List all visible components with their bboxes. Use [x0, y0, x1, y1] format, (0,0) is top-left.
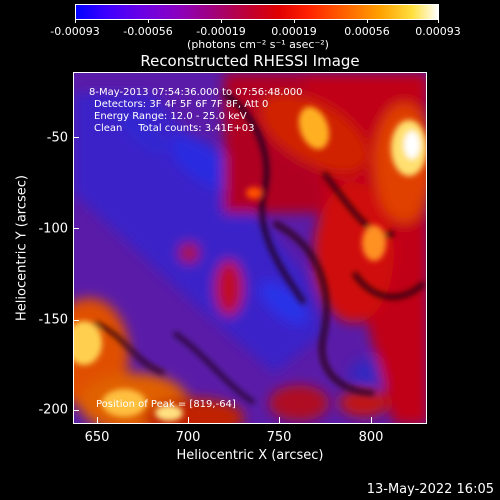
- colorbar-tick: [294, 19, 295, 23]
- x-tick-label: 650: [84, 430, 110, 445]
- x-tick-mark: [279, 417, 280, 423]
- colorbar-tick-label: -0.00093: [50, 25, 100, 38]
- annotation-peak-position: Position of Peak = [819,-64]: [96, 399, 236, 410]
- y-tick-label: -150: [38, 312, 68, 328]
- annotation-detectors: Detectors: 3F 4F 5F 6F 7F 8F, Att 0: [94, 99, 269, 110]
- x-axis-label: Heliocentric X (arcsec): [176, 448, 324, 463]
- colorbar-tick: [438, 19, 439, 23]
- colorbar-tick: [367, 19, 368, 23]
- annotation-clean: Clean Total counts: 3.41E+03: [94, 123, 255, 134]
- x-tick-mark: [97, 417, 98, 423]
- colorbar-tick: [75, 19, 76, 23]
- image-heatmap: [74, 73, 426, 423]
- colorbar-units: (photons cm⁻² s⁻¹ asec⁻²): [187, 38, 329, 51]
- y-tick-label: -50: [46, 130, 68, 146]
- colorbar-tick-label: 0.00056: [344, 25, 390, 38]
- colorbar-tick: [148, 19, 149, 23]
- colorbar-tick: [221, 19, 222, 23]
- image-title: Reconstructed RHESSI Image: [140, 52, 360, 70]
- annotation-energy-range: Energy Range: 12.0 - 25.0 keV: [94, 111, 247, 122]
- y-tick-label: -200: [38, 402, 68, 418]
- colorbar-tick-label: 0.00019: [271, 25, 317, 38]
- y-tick-label: -100: [38, 221, 68, 237]
- colorbar: [75, 4, 439, 20]
- y-tick-mark: [73, 228, 79, 229]
- colorbar-tick-label: 0.00093: [415, 25, 461, 38]
- x-tick-mark: [371, 417, 372, 423]
- y-tick-mark: [73, 410, 79, 411]
- colorbar-tick-label: -0.00056: [123, 25, 173, 38]
- colorbar-tick-label: -0.00019: [196, 25, 246, 38]
- x-tick-label: 700: [175, 430, 201, 445]
- y-tick-mark: [73, 320, 79, 321]
- rhessi-image: 8-May-2013 07:54:36.000 to 07:56:48.000 …: [73, 72, 427, 424]
- x-tick-label: 750: [266, 430, 292, 445]
- y-axis-label: Heliocentric Y (arcsec): [14, 175, 30, 321]
- x-tick-mark: [188, 417, 189, 423]
- plot-datestamp: 13-May-2022 16:05: [366, 482, 494, 497]
- x-tick-label: 800: [358, 430, 384, 445]
- annotation-time-range: 8-May-2013 07:54:36.000 to 07:56:48.000: [89, 87, 303, 98]
- y-tick-mark: [73, 137, 79, 138]
